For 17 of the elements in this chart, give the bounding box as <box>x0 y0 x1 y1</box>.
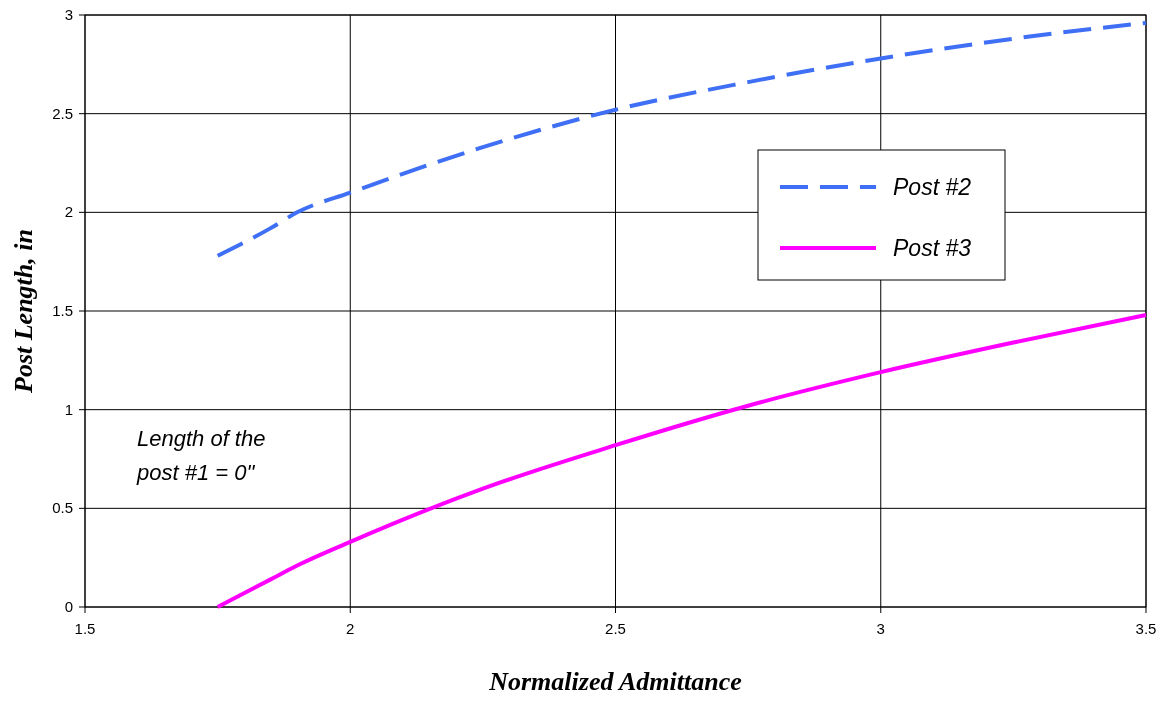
legend-label: Post #3 <box>893 235 972 261</box>
y-tick-label: 2 <box>64 203 73 221</box>
x-tick-label: 3 <box>876 620 885 637</box>
y-tick-label: 1 <box>64 400 73 418</box>
x-tick-label: 3.5 <box>1135 620 1157 637</box>
y-tick-label: 0.5 <box>52 499 73 517</box>
line-series <box>215 20 1148 258</box>
y-tick-label: 0 <box>64 598 73 615</box>
y-tick-label: 1.5 <box>52 302 73 319</box>
y-tick-label: 3 <box>64 6 73 23</box>
x-axis-title: Normalized Admittance <box>488 667 742 696</box>
y-axis-title: Post Length, in <box>9 229 38 394</box>
annotation: Length of the post #1 = 0" <box>136 426 266 485</box>
x-tick-label: 2.5 <box>605 620 626 637</box>
legend-label: Post #2 <box>893 174 972 200</box>
x-tick-label: 2 <box>346 620 355 637</box>
y-tick-label: 2.5 <box>52 104 73 122</box>
